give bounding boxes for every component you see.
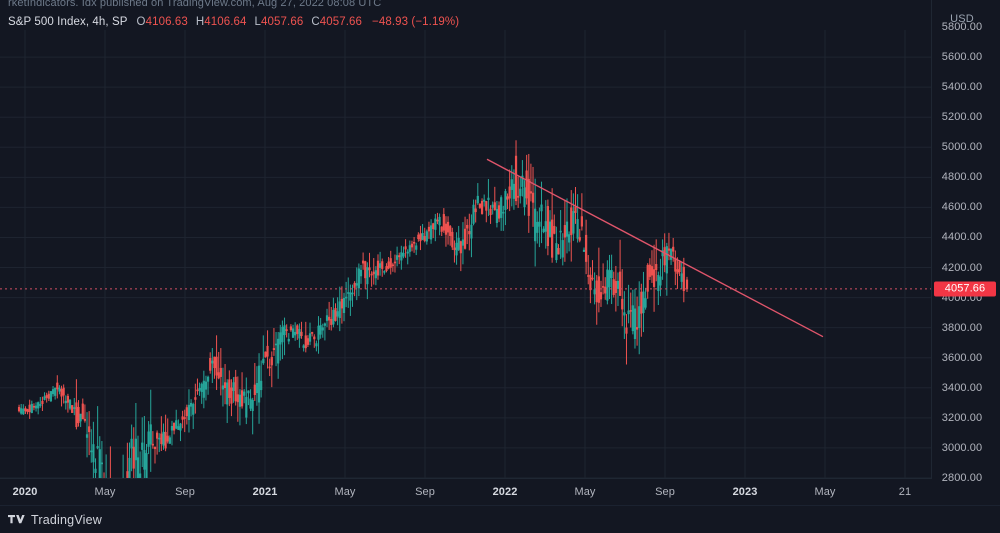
descending-trendline[interactable] xyxy=(486,158,824,338)
time-axis-label: May xyxy=(94,486,116,498)
ohlc-low-key: L xyxy=(254,16,262,28)
time-axis-label: May xyxy=(814,486,836,498)
candlestick-series xyxy=(17,140,689,478)
time-axis-label: 2022 xyxy=(492,486,518,498)
tradingview-logo-icon xyxy=(8,514,25,526)
price-tick-label: 5000.00 xyxy=(941,141,983,154)
footer-divider xyxy=(0,505,1000,506)
price-tick-label: 3200.00 xyxy=(941,411,983,424)
candlestick-canvas xyxy=(0,30,932,478)
ohlc-close: C4057.66 xyxy=(311,14,362,30)
time-axis-label: Sep xyxy=(655,486,675,498)
price-tick-label: 4600.00 xyxy=(941,201,983,214)
tradingview-brand[interactable]: TradingView xyxy=(8,513,102,527)
time-axis-label: May xyxy=(334,486,356,498)
price-tick-label: 4200.00 xyxy=(941,261,983,274)
time-axis-label: Sep xyxy=(175,486,195,498)
ohlc-close-key: C xyxy=(311,16,320,28)
time-axis-label: May xyxy=(574,486,596,498)
price-tick-label: 5800.00 xyxy=(941,21,983,33)
change-value: −48.93 (−1.19%) xyxy=(372,16,460,28)
price-tick-label: 3400.00 xyxy=(941,381,983,394)
chart-plot-area[interactable] xyxy=(0,30,932,478)
price-axis[interactable]: USD 5800.00 5600.00 5400.00 5200.00 5000.00 4… xyxy=(931,0,1000,505)
current-price-badge[interactable]: 4057.66 xyxy=(934,281,996,297)
ohlc-close-value: 4057.66 xyxy=(319,16,363,28)
price-tick-label: 4400.00 xyxy=(941,231,983,244)
price-axis-unit: USD xyxy=(950,13,974,25)
time-axis-label: 2021 xyxy=(252,486,278,498)
time-axis-label: 21 xyxy=(898,486,912,498)
price-tick-label: 5400.00 xyxy=(941,81,983,94)
time-axis-label: 2020 xyxy=(12,486,38,498)
time-axis-label: Sep xyxy=(415,486,435,498)
price-tick-label: 3800.00 xyxy=(941,321,983,334)
ohlc-open-key: O xyxy=(136,16,146,28)
price-tick-label: 5200.00 xyxy=(941,111,983,124)
price-tick-label: 3000.00 xyxy=(941,441,983,454)
time-axis[interactable]: 2020 May Sep 2021 May Sep 2022 May Sep 2023 May 21 xyxy=(0,478,932,506)
symbol-label[interactable]: S&P 500 Index, 4h, SP xyxy=(8,16,128,28)
time-axis-label: 2023 xyxy=(732,486,758,498)
price-tick-label: 2800.00 xyxy=(941,472,983,484)
price-tick-label: 5600.00 xyxy=(941,51,983,64)
price-tick-label: 4800.00 xyxy=(941,171,983,184)
ohlc-open: O4106.63 xyxy=(137,14,188,30)
tradingview-brand-label: TradingView xyxy=(31,513,102,527)
ohlc-high-value: 4106.64 xyxy=(204,16,247,28)
ohlc-open-value: 4106.63 xyxy=(145,16,188,28)
ohlc-high-key: H xyxy=(195,16,205,28)
ohlc-low: L4057.66 xyxy=(255,14,304,30)
publisher-credit: rketIndicators. Idx published on Trading… xyxy=(8,0,382,9)
chart-legend[interactable]: S&P 500 Index, 4h, SP O4106.63 H4106.64 … xyxy=(8,14,459,30)
ohlc-high: H4106.64 xyxy=(196,14,247,30)
ohlc-low-value: 4057.66 xyxy=(261,16,304,28)
price-tick-label: 3600.00 xyxy=(941,351,983,364)
